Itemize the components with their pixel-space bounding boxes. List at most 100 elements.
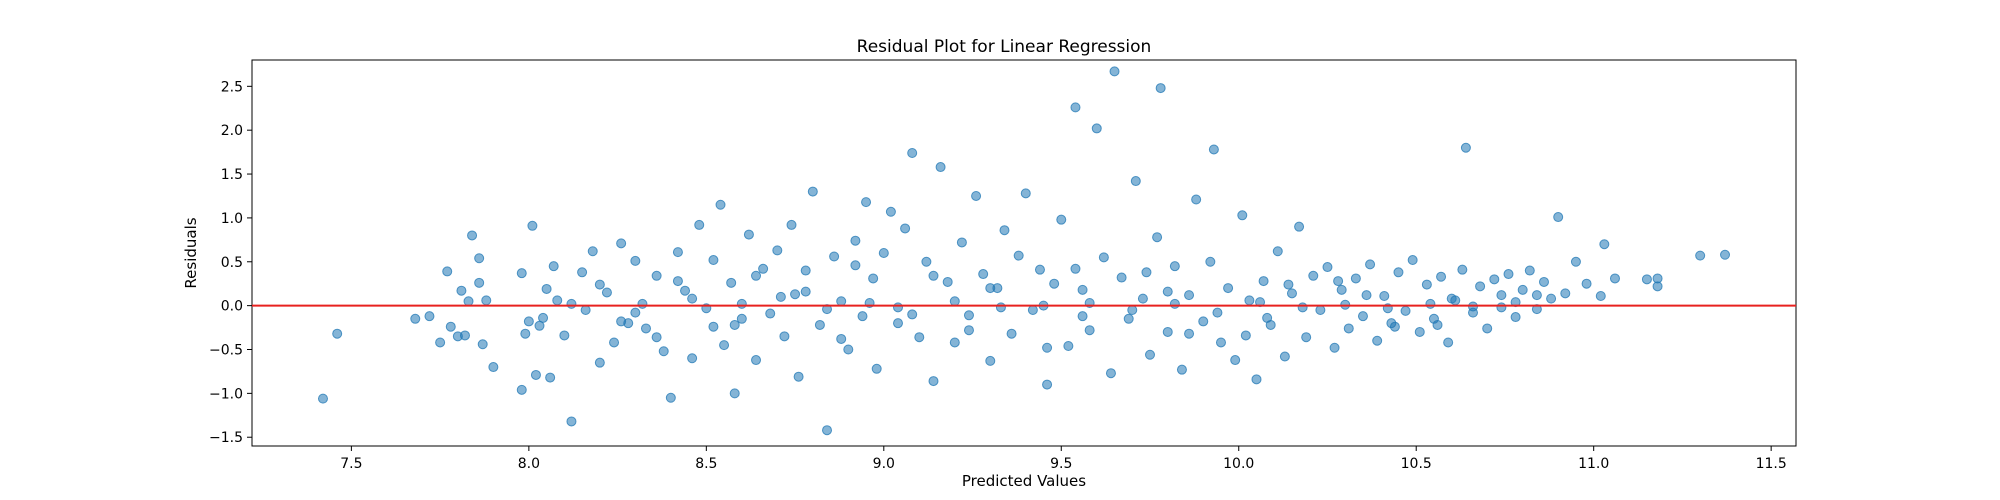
- scatter-point-18: [516, 268, 527, 279]
- scatter-point-14: [477, 339, 488, 350]
- scatter-point-83: [921, 256, 932, 267]
- scatter-point-24: [538, 312, 549, 323]
- scatter-point-45: [672, 247, 683, 258]
- scatter-point-98: [1027, 305, 1038, 316]
- scatter-point-6: [445, 321, 456, 332]
- scatter-point-85: [935, 162, 946, 173]
- scatter-point-70: [836, 296, 847, 307]
- scatter-point-106: [1084, 325, 1095, 336]
- scatter-point-29: [559, 330, 570, 341]
- scatter-point-97: [1020, 188, 1031, 199]
- scatter-point-152: [1400, 305, 1411, 316]
- scatter-point-128: [1230, 355, 1241, 366]
- scatter-point-53: [726, 277, 737, 288]
- scatter-point-46: [680, 285, 691, 296]
- y-tick-label-5: 1.0: [221, 211, 243, 227]
- scatter-point-17: [516, 384, 527, 395]
- scatter-point-16: [488, 362, 499, 373]
- x-tick-label-5: 10.0: [1223, 456, 1254, 472]
- scatter-point-13: [474, 277, 485, 288]
- scatter-point-71: [843, 344, 854, 355]
- scatter-point-54: [729, 388, 740, 399]
- scatter-point-157: [1436, 271, 1447, 282]
- x-tick-label-2: 8.5: [695, 456, 717, 472]
- scatter-point-30: [566, 416, 577, 427]
- scatter-point-233: [1162, 286, 1173, 297]
- scatter-point-39: [630, 255, 641, 266]
- scatter-point-151: [1393, 267, 1404, 278]
- scatter-point-36: [609, 337, 620, 348]
- scatter-point-96: [1013, 250, 1024, 261]
- y-tick-label-4: 0.5: [221, 255, 243, 271]
- scatter-point-118: [1162, 326, 1173, 337]
- scatter-point-145: [1350, 273, 1361, 284]
- scatter-point-140: [1315, 305, 1326, 316]
- x-tick-label-7: 11.0: [1578, 456, 1609, 472]
- scatter-point-33: [587, 246, 598, 257]
- scatter-point-172: [1538, 276, 1549, 287]
- scatter-point-207: [594, 279, 605, 290]
- scatter-point-26: [545, 372, 556, 383]
- scatter-point-22: [530, 369, 541, 380]
- scatter-point-101: [1049, 278, 1060, 289]
- points-layer: [317, 66, 1731, 436]
- scatter-point-198: [1169, 298, 1180, 309]
- scatter-point-124: [1205, 256, 1216, 267]
- scatter-point-117: [1155, 83, 1166, 94]
- scatter-point-103: [1063, 340, 1074, 351]
- scatter-point-131: [1251, 374, 1262, 385]
- scatter-point-31: [577, 267, 588, 278]
- scatter-point-66: [807, 186, 818, 197]
- scatter-point-110: [1109, 66, 1120, 77]
- scatter-point-210: [928, 270, 939, 281]
- scatter-point-2: [410, 313, 421, 324]
- scatter-point-69: [829, 251, 840, 262]
- scatter-point-219: [963, 325, 974, 336]
- scatter-point-4: [435, 337, 446, 348]
- scatter-point-15: [481, 295, 492, 306]
- scatter-point-78: [885, 206, 896, 217]
- scatter-point-175: [1560, 288, 1571, 299]
- scatter-point-9: [459, 330, 470, 341]
- scatter-point-59: [765, 308, 776, 319]
- scatter-point-218: [850, 260, 861, 271]
- scatter-point-109: [1105, 368, 1116, 379]
- scatter-point-12: [474, 253, 485, 264]
- y-tick-label-1: −1.0: [209, 386, 243, 402]
- y-tick-label-8: 2.5: [221, 79, 243, 95]
- scatter-point-231: [985, 283, 996, 294]
- x-tick-label-4: 9.5: [1050, 456, 1072, 472]
- scatter-point-58: [758, 263, 769, 274]
- scatter-point-5: [442, 266, 453, 277]
- scatter-point-88: [956, 237, 967, 248]
- y-axis-ticks: −1.5 −1.0 −0.5 0.0 0.5 1.0 1.5 2.0 2.5: [209, 79, 252, 446]
- scatter-point-86: [942, 276, 953, 287]
- scatter-point-56: [743, 229, 754, 240]
- scatter-point-165: [1489, 274, 1500, 285]
- scatter-point-42: [651, 270, 662, 281]
- scatter-point-79: [893, 302, 903, 313]
- scatter-point-72: [850, 235, 861, 246]
- scatter-point-74: [861, 197, 872, 208]
- scatter-point-185: [1720, 249, 1731, 260]
- scatter-point-20: [523, 316, 534, 327]
- scatter-point-221: [1184, 328, 1195, 339]
- y-tick-label-0: −1.5: [209, 430, 243, 446]
- y-tick-label-2: −0.5: [209, 343, 243, 359]
- scatter-point-234: [1262, 312, 1273, 323]
- y-tick-label-3: 0.0: [221, 299, 243, 315]
- scatter-point-139: [1308, 270, 1319, 281]
- scatter-point-115: [1145, 349, 1155, 360]
- scatter-point-73: [857, 311, 868, 322]
- scatter-point-189: [775, 291, 786, 302]
- scatter-point-214: [1333, 276, 1344, 287]
- scatter-point-178: [1595, 290, 1606, 301]
- scatter-point-201: [1297, 302, 1308, 313]
- scatter-point-204: [1425, 298, 1436, 309]
- scatter-point-208: [708, 321, 719, 332]
- scatter-point-161: [1460, 142, 1471, 153]
- scatter-point-105: [1077, 284, 1088, 295]
- scatter-point-163: [1475, 281, 1486, 292]
- scatter-point-232: [1077, 311, 1088, 322]
